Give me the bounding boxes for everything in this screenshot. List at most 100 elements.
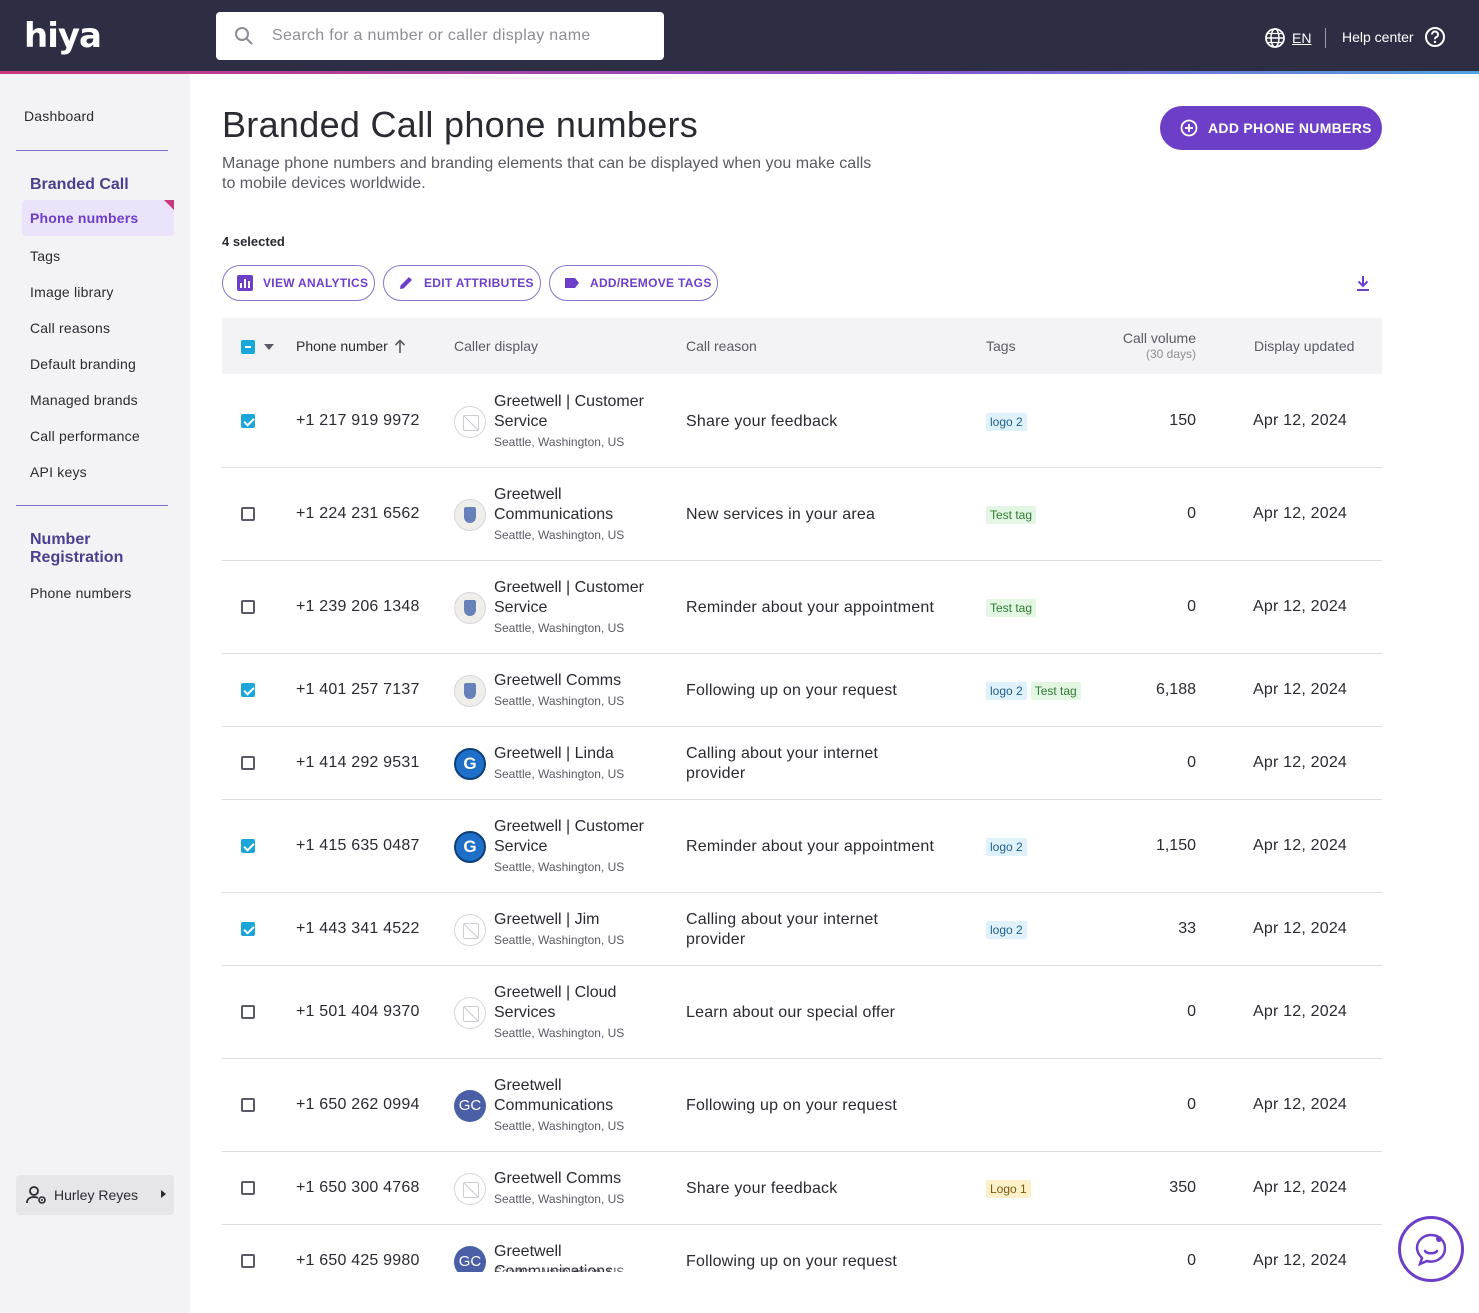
display-updated: Apr 12, 2024 [1253, 1251, 1348, 1269]
table-row[interactable]: +1 401 257 7137 Greetwell Comms Seattle,… [222, 654, 1382, 727]
chevron-down-icon[interactable] [264, 344, 274, 350]
call-volume: 0 [1187, 597, 1196, 615]
sidebar-item-call-performance[interactable]: Call performance [30, 428, 140, 444]
call-volume: 1,150 [1155, 836, 1196, 854]
table-row[interactable]: +1 414 292 9531 G Greetwell | Linda Seat… [222, 727, 1382, 800]
search-box[interactable] [216, 12, 664, 60]
add-remove-tags-label: ADD/REMOVE TAGS [590, 276, 712, 290]
user-menu[interactable]: Hurley Reyes [16, 1175, 174, 1215]
sidebar-item-registration-phone-numbers[interactable]: Phone numbers [30, 585, 132, 601]
row-checkbox[interactable] [241, 755, 255, 770]
phone-number[interactable]: +1 217 919 9972 [296, 411, 420, 429]
active-corner-marker [164, 200, 174, 210]
add-phone-numbers-button[interactable]: ADD PHONE NUMBERS [1160, 106, 1382, 150]
phone-number[interactable]: +1 414 292 9531 [296, 753, 420, 771]
row-checkbox[interactable] [241, 921, 255, 936]
help-center-label: Help center [1342, 29, 1414, 45]
display-updated: Apr 12, 2024 [1253, 597, 1348, 615]
header-divider [1325, 28, 1326, 48]
sidebar-item-managed-brands[interactable]: Managed brands [30, 392, 138, 408]
download-icon[interactable] [1354, 274, 1372, 292]
table-row[interactable]: +1 217 919 9972 Greetwell | Customer Ser… [222, 375, 1382, 468]
hiya-logo[interactable]: hiya [24, 16, 102, 56]
chat-button[interactable] [1398, 1216, 1464, 1282]
tag-badge: logo 2 [986, 920, 1027, 939]
row-checkbox[interactable] [241, 1004, 255, 1019]
row-checkbox[interactable] [241, 1097, 255, 1112]
row-checkbox[interactable] [241, 599, 255, 614]
sidebar-item-label: Phone numbers [30, 210, 139, 226]
view-analytics-button[interactable]: VIEW ANALYTICS [222, 265, 375, 301]
caller-avatar-icon: GC [454, 1089, 486, 1122]
caller-display-name: Greetwell | Customer Service [494, 579, 644, 616]
language-selector[interactable]: EN [1264, 26, 1311, 50]
column-header-reason[interactable]: Call reason [686, 338, 757, 354]
call-volume: 350 [1169, 1178, 1196, 1196]
phone-number[interactable]: +1 650 262 0994 [296, 1095, 420, 1113]
user-name: Hurley Reyes [54, 1187, 139, 1203]
edit-attributes-label: EDIT ATTRIBUTES [424, 276, 534, 290]
chat-bubble-icon [1415, 1233, 1447, 1267]
add-button-label: ADD PHONE NUMBERS [1208, 120, 1372, 136]
column-header-label: Phone number [296, 338, 388, 354]
phone-number[interactable]: +1 501 404 9370 [296, 1002, 420, 1020]
edit-attributes-button[interactable]: EDIT ATTRIBUTES [383, 265, 541, 301]
sidebar-section-number-registration: Number Registration [30, 531, 123, 567]
tags-cell: Logo 1 [986, 1179, 1031, 1198]
call-volume: 0 [1187, 1002, 1196, 1020]
phone-number[interactable]: +1 650 300 4768 [296, 1178, 420, 1196]
row-checkbox[interactable] [241, 838, 255, 853]
column-header-caller[interactable]: Caller display [454, 338, 539, 354]
display-updated: Apr 12, 2024 [1253, 753, 1348, 771]
sidebar-item-tags[interactable]: Tags [30, 248, 61, 264]
table-row[interactable]: +1 650 262 0994 GC Greetwell Communicati… [222, 1059, 1382, 1152]
display-updated: Apr 12, 2024 [1253, 1002, 1348, 1020]
search-input[interactable] [272, 12, 652, 60]
row-checkbox[interactable] [241, 1253, 255, 1268]
phone-number[interactable]: +1 443 341 4522 [296, 919, 420, 937]
row-checkbox[interactable] [241, 506, 255, 521]
table-row[interactable]: +1 239 206 1348 Greetwell | Customer Ser… [222, 561, 1382, 654]
caller-avatar-icon [454, 498, 486, 531]
column-header-phone[interactable]: Phone number [296, 338, 406, 354]
sidebar-item-api-keys[interactable]: API keys [30, 464, 87, 480]
table-row[interactable]: +1 501 404 9370 Greetwell | Cloud Servic… [222, 966, 1382, 1059]
phone-number[interactable]: +1 650 425 9980 [296, 1251, 420, 1269]
add-remove-tags-button[interactable]: ADD/REMOVE TAGS [549, 265, 718, 301]
sidebar-item-phone-numbers[interactable]: Phone numbers [22, 200, 174, 236]
phone-number[interactable]: +1 239 206 1348 [296, 597, 420, 615]
sidebar-item-dashboard[interactable]: Dashboard [24, 108, 95, 124]
caller-display-name: Greetwell | Customer Service [494, 393, 644, 430]
select-all-checkbox[interactable] [241, 340, 255, 354]
phone-number[interactable]: +1 224 231 6562 [296, 504, 420, 522]
row-checkbox[interactable] [241, 1180, 255, 1195]
sidebar-item-image-library[interactable]: Image library [30, 284, 114, 300]
selected-count: 4 selected [222, 234, 285, 249]
help-center-link[interactable]: Help center [1342, 26, 1446, 48]
phone-number[interactable]: +1 401 257 7137 [296, 680, 420, 698]
page-title: Branded Call phone numbers [222, 104, 699, 145]
call-volume: 0 [1187, 1095, 1196, 1113]
tag-badge: Test tag [1030, 681, 1081, 700]
plus-circle-icon [1180, 119, 1198, 137]
sidebar-item-default-branding[interactable]: Default branding [30, 356, 136, 372]
question-circle-icon [1424, 27, 1445, 47]
caller-display-name: Greetwell Communications [494, 1077, 614, 1114]
table-row[interactable]: +1 224 231 6562 Greetwell Communications… [222, 468, 1382, 561]
column-header-volume[interactable]: Call volume [1122, 330, 1196, 346]
tag-badge: logo 2 [986, 681, 1027, 700]
table-row[interactable]: +1 650 300 4768 Greetwell Comms Seattle,… [222, 1152, 1382, 1225]
caller-location: Seattle, Washington, US [494, 621, 625, 635]
caller-location: Seattle, Washington, US [494, 767, 625, 781]
table-row[interactable]: +1 443 341 4522 Greetwell | Jim Seattle,… [222, 893, 1382, 966]
top-bar: hiya EN Help center [0, 0, 1479, 72]
phone-number[interactable]: +1 415 635 0487 [296, 836, 420, 854]
sidebar-item-call-reasons[interactable]: Call reasons [30, 320, 111, 336]
column-header-updated[interactable]: Display updated [1254, 338, 1355, 354]
caller-display-name: Greetwell Communications [494, 486, 614, 523]
language-label: EN [1292, 30, 1312, 46]
table-row[interactable]: +1 415 635 0487 G Greetwell | Customer S… [222, 800, 1382, 893]
row-checkbox[interactable] [241, 682, 255, 697]
row-checkbox[interactable] [241, 413, 255, 428]
column-header-tags[interactable]: Tags [986, 338, 1016, 354]
